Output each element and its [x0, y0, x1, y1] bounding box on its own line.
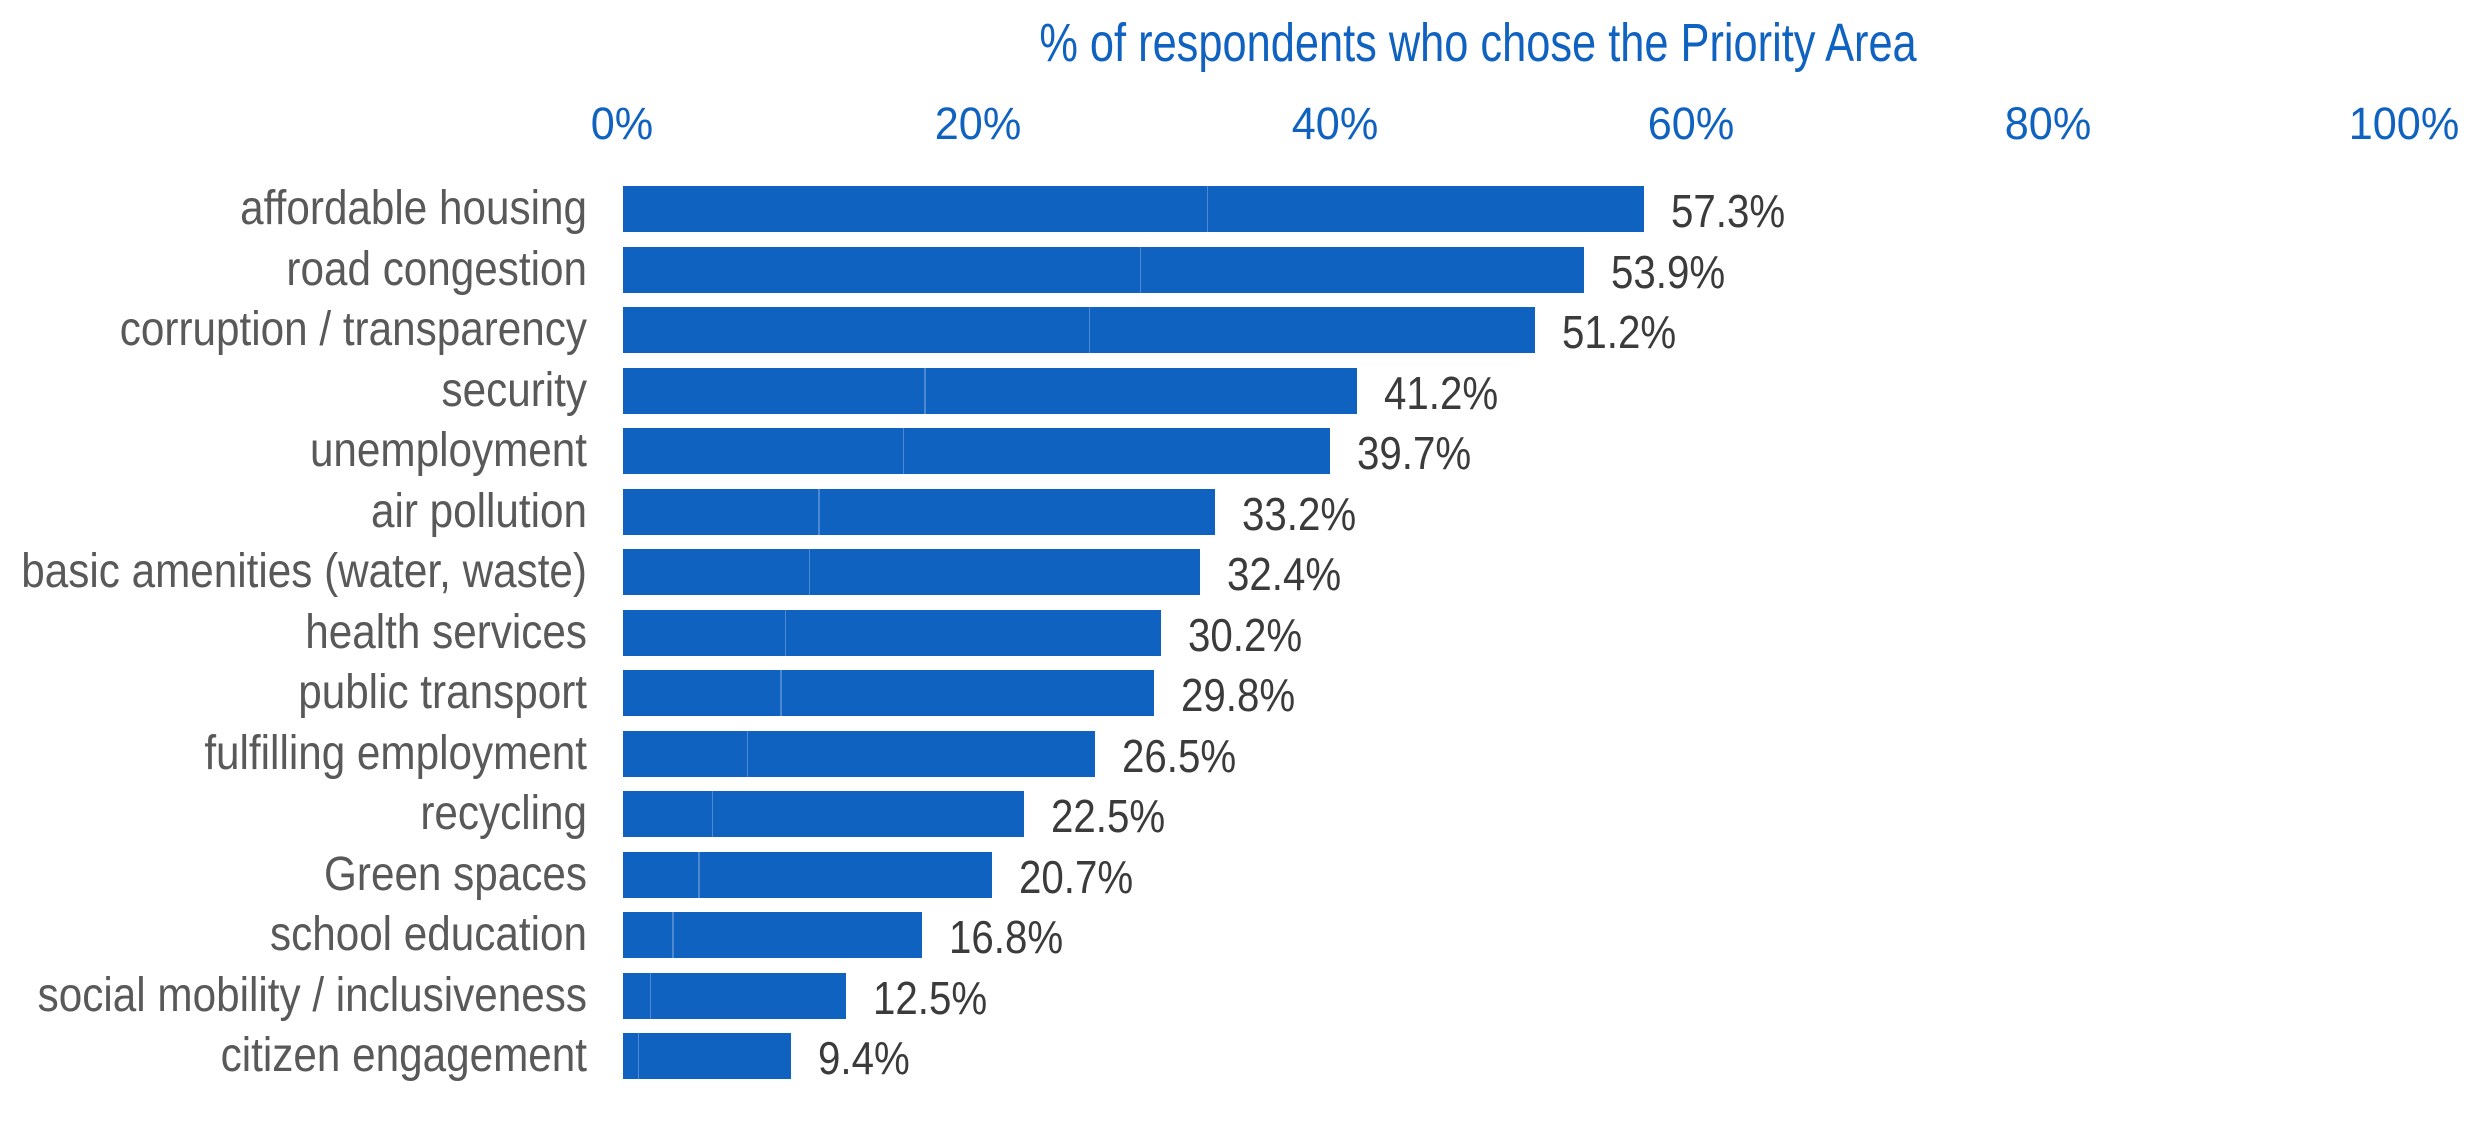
bar	[623, 186, 1645, 232]
chart-title: % of respondents who chose the Priority …	[1039, 13, 1917, 73]
bar	[623, 851, 992, 898]
bar	[623, 549, 1201, 596]
category-label: affordable housing	[240, 182, 587, 235]
category-label: school education	[269, 908, 587, 962]
value-label: 20.7%	[1018, 850, 1134, 903]
bar-segment-divider	[924, 367, 926, 414]
bar	[623, 912, 923, 959]
category-label: air pollution	[370, 484, 587, 538]
bar-segment-divider	[672, 912, 674, 959]
bar-segment-divider	[698, 851, 700, 898]
value-label: 57.3%	[1671, 185, 1786, 237]
bar-segment-divider	[637, 1033, 639, 1080]
value-label: 26.5%	[1122, 729, 1237, 782]
category-label: unemployment	[309, 424, 587, 478]
category-label: basic amenities (water, waste)	[21, 545, 587, 599]
bar	[623, 791, 1024, 838]
bar	[623, 972, 846, 1019]
bar-segment-divider	[712, 791, 714, 838]
value-label: 41.2%	[1384, 366, 1499, 419]
bar	[623, 609, 1162, 656]
value-label: 16.8%	[949, 911, 1064, 964]
x-axis-tick-label: 60%	[1647, 98, 1735, 149]
value-label: 9.4%	[817, 1032, 910, 1085]
category-label: Green spaces	[324, 847, 587, 901]
value-label: 51.2%	[1562, 306, 1677, 359]
category-label: corruption / transparency	[119, 303, 587, 357]
bar-segment-divider	[1089, 307, 1091, 354]
category-label: health services	[305, 605, 587, 659]
x-axis-tick-label: 100%	[2348, 98, 2460, 149]
category-label: fulfilling employment	[204, 726, 587, 780]
bar-segment-divider	[780, 670, 782, 717]
category-label: recycling	[420, 787, 587, 841]
bar-segment-divider	[809, 549, 811, 596]
value-label: 22.5%	[1050, 790, 1166, 843]
category-label: road congestion	[286, 242, 587, 296]
bar	[623, 428, 1331, 475]
x-axis-tick-label: 0%	[590, 98, 654, 149]
category-label: security	[441, 363, 587, 417]
bar-segment-divider	[1139, 246, 1141, 293]
bar-segment-divider	[902, 428, 905, 475]
value-label: 53.9%	[1610, 245, 1725, 298]
category-label: citizen engagement	[220, 1029, 587, 1083]
bar-segment-divider	[784, 609, 786, 656]
x-axis-tick-label: 20%	[935, 98, 1022, 149]
value-label: 32.4%	[1227, 548, 1342, 601]
bar	[623, 246, 1584, 293]
bar-segment-divider	[747, 730, 749, 777]
value-label: 30.2%	[1188, 608, 1303, 661]
value-label: 39.7%	[1357, 427, 1472, 480]
bar	[623, 488, 1215, 535]
value-label: 29.8%	[1181, 669, 1296, 722]
value-label: 33.2%	[1241, 487, 1356, 540]
x-axis-tick-label: 80%	[2004, 98, 2091, 149]
value-label: 12.5%	[872, 971, 987, 1024]
bar-segment-divider	[1207, 186, 1209, 232]
bar	[623, 1033, 791, 1080]
bar-segment-divider	[818, 488, 820, 535]
category-label: public transport	[298, 666, 587, 720]
bar	[623, 730, 1096, 777]
x-axis-tick-label: 40%	[1291, 98, 1379, 149]
bar-segment-divider	[649, 972, 652, 1019]
category-label: social mobility / inclusiveness	[37, 968, 588, 1022]
bar	[623, 670, 1155, 717]
bar	[623, 307, 1536, 354]
bar	[623, 367, 1358, 414]
